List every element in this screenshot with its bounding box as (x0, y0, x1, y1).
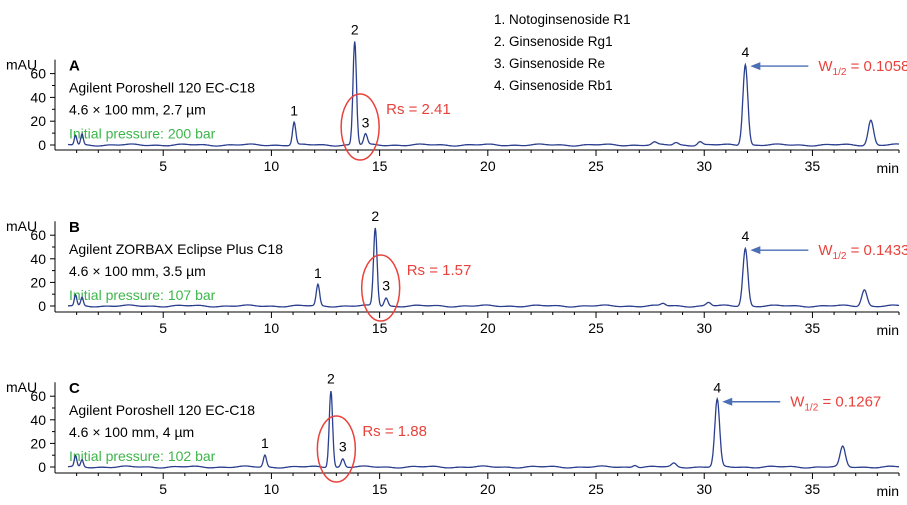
peak-label: 4 (713, 380, 721, 396)
x-axis-label: min (876, 322, 899, 338)
peak-label: 1 (314, 265, 322, 281)
legend-item: 1. Notoginsenoside R1 (494, 12, 631, 27)
y-tick-label: 0 (38, 298, 46, 314)
peak-label: 3 (362, 114, 370, 130)
x-tick-label: 10 (264, 158, 280, 174)
x-tick-label: 30 (696, 158, 712, 174)
y-tick-label: 20 (30, 274, 46, 290)
panel-letter: A (69, 58, 80, 75)
peak-label: 2 (371, 208, 379, 224)
resolution-ellipse (340, 93, 380, 161)
x-tick-label: 25 (588, 158, 604, 174)
x-tick-label: 25 (588, 481, 604, 497)
y-tick-label: 20 (30, 435, 46, 451)
resolution-label: Rs = 1.57 (407, 262, 472, 279)
y-tick-label: 0 (38, 137, 46, 153)
initial-pressure: Initial pressure: 200 bar (69, 126, 216, 142)
legend-item: 3. Ginsenoside Re (494, 56, 605, 71)
legend-item: 4. Ginsenoside Rb1 (494, 78, 613, 93)
chromatogram-trace (68, 41, 900, 147)
x-tick-label: 20 (480, 158, 496, 174)
x-tick-label: 30 (696, 320, 712, 336)
peak-label: 1 (261, 435, 269, 451)
column-dimensions: 4.6 × 100 mm, 4 µm (69, 424, 194, 440)
half-width-symbol: W (818, 242, 833, 259)
legend-item: 2. Ginsenoside Rg1 (494, 34, 613, 49)
width-arrow-head (750, 62, 761, 71)
resolution-ellipse (316, 415, 357, 483)
half-width-label: W1/2 = 0.1433 (818, 242, 907, 262)
x-tick-label: 10 (264, 320, 280, 336)
width-arrow-head (722, 397, 733, 406)
x-tick-label: 20 (480, 481, 496, 497)
x-tick-label: 15 (372, 158, 388, 174)
resolution-ellipse (360, 254, 401, 322)
panel-c: 0 20 40 60 5 10 15 20 25 30 35 min mAU C Agilent Poros… (6, 370, 900, 499)
peak-label: 1 (290, 102, 298, 118)
half-width-subscript: 1/2 (833, 251, 847, 262)
column-name: Agilent Poroshell 120 EC-C18 (69, 402, 255, 418)
x-tick-label: 30 (696, 481, 712, 497)
half-width-value: = 0.1267 (818, 394, 881, 411)
resolution-label: Rs = 1.88 (362, 423, 427, 440)
initial-pressure: Initial pressure: 107 bar (69, 287, 216, 303)
half-width-value: = 0.1433 (846, 242, 907, 259)
x-axis-label: min (876, 483, 899, 499)
peak-label: 2 (351, 21, 359, 37)
x-tick-label: 20 (480, 320, 496, 336)
panel-a: 0 20 40 60 5 10 15 20 25 30 35 min mAU A Agilent Poros… (6, 21, 907, 176)
half-width-symbol: W (790, 394, 805, 411)
panel-letter: C (69, 380, 80, 397)
y-tick-label: 20 (30, 113, 46, 129)
x-tick-label: 35 (805, 158, 821, 174)
initial-pressure: Initial pressure: 102 bar (69, 448, 216, 464)
peak-label: 3 (382, 278, 390, 294)
y-tick-label: 60 (30, 66, 46, 82)
x-tick-label: 10 (264, 481, 280, 497)
y-tick-label: 40 (30, 251, 46, 267)
x-tick-label: 15 (372, 481, 388, 497)
peak-label: 3 (339, 439, 347, 455)
x-tick-label: 5 (159, 158, 167, 174)
chromatogram-trace (67, 391, 900, 469)
y-tick-label: 40 (30, 89, 46, 105)
x-tick-label: 35 (805, 481, 821, 497)
chromatogram-trace (68, 227, 900, 308)
x-axis-label: min (876, 160, 899, 176)
y-axis-label: mAU (6, 57, 37, 73)
x-tick-label: 5 (159, 320, 167, 336)
column-dimensions: 4.6 × 100 mm, 2.7 µm (69, 102, 206, 118)
peak-label: 4 (741, 228, 749, 244)
width-arrow-head (750, 246, 761, 255)
column-name: Agilent Poroshell 120 EC-C18 (69, 80, 255, 96)
half-width-subscript: 1/2 (833, 67, 847, 78)
half-width-label: W1/2 = 0.1267 (790, 394, 881, 414)
x-tick-label: 5 (159, 481, 167, 497)
y-tick-label: 0 (38, 459, 46, 475)
x-tick-label: 35 (805, 320, 821, 336)
x-tick-label: 25 (588, 320, 604, 336)
half-width-subscript: 1/2 (804, 403, 818, 414)
y-axis-label: mAU (6, 218, 37, 234)
panel-letter: B (69, 219, 80, 236)
panel-b: 0 20 40 60 5 10 15 20 25 30 35 min mAU B Agilent ZORBA… (6, 208, 907, 338)
y-tick-label: 40 (30, 412, 46, 428)
column-name: Agilent ZORBAX Eclipse Plus C18 (69, 241, 283, 257)
half-width-value: = 0.1058 (846, 58, 907, 75)
half-width-symbol: W (818, 58, 833, 75)
column-dimensions: 4.6 × 100 mm, 3.5 µm (69, 263, 206, 279)
peak-label: 2 (327, 370, 335, 386)
resolution-label: Rs = 2.41 (386, 101, 451, 118)
peak-legend: 1. Notoginsenoside R1 2. Ginsenoside Rg1… (494, 12, 631, 93)
y-tick-label: 60 (30, 227, 46, 243)
y-tick-label: 60 (30, 388, 46, 404)
half-width-label: W1/2 = 0.1058 (818, 58, 907, 78)
x-tick-label: 15 (372, 320, 388, 336)
y-axis-label: mAU (6, 379, 37, 395)
peak-label: 4 (741, 44, 749, 60)
